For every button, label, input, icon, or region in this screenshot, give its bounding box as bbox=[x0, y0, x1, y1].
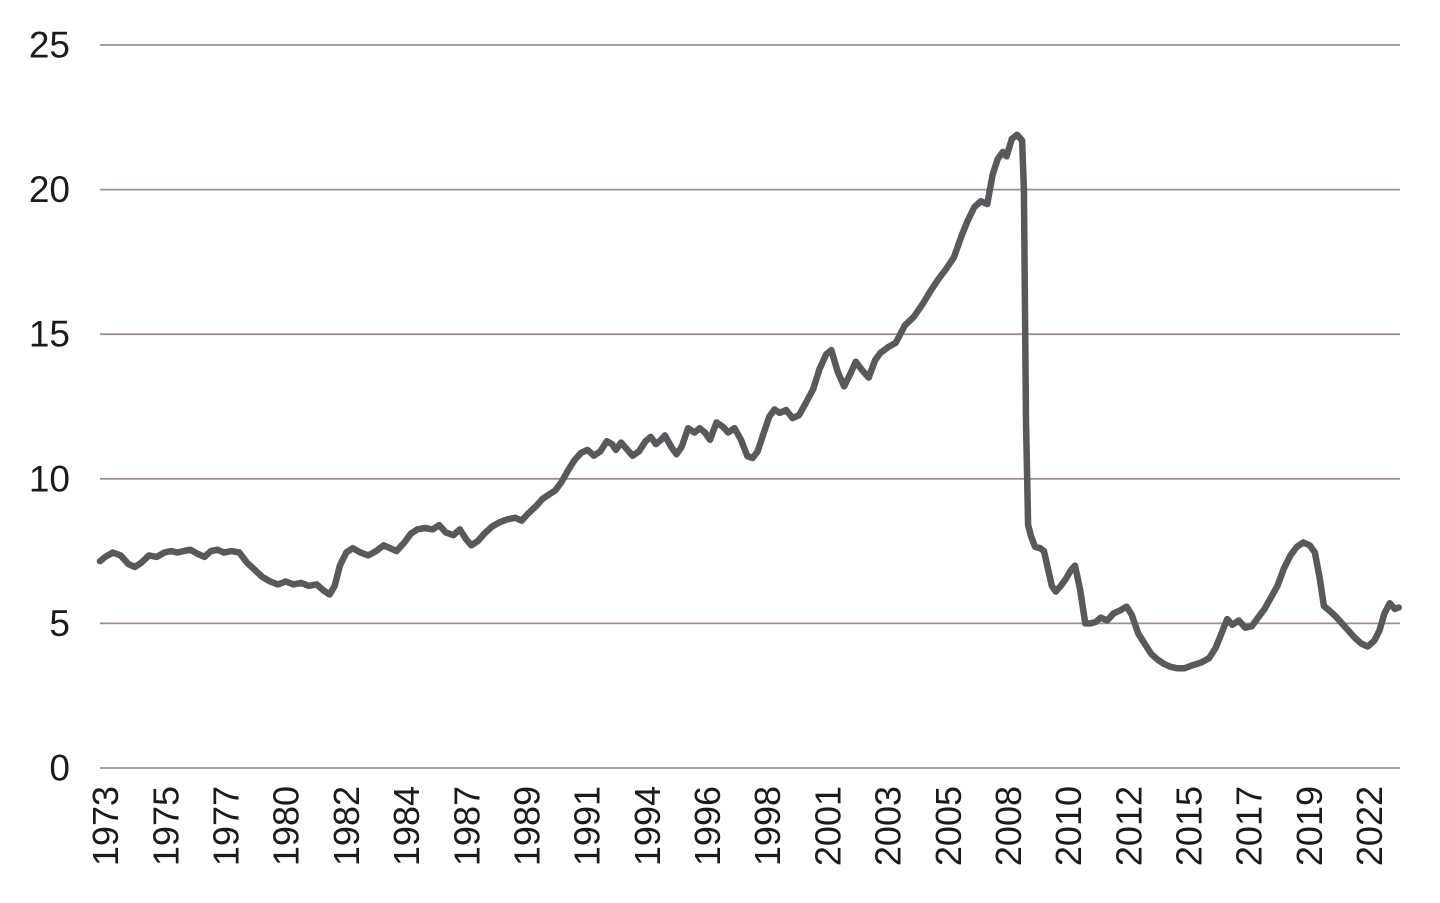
data-series-line bbox=[96, 131, 1402, 672]
y-axis-tick-label: 15 bbox=[29, 314, 70, 355]
x-axis-tick-label: 1989 bbox=[506, 786, 547, 866]
y-axis-tick-label: 25 bbox=[29, 25, 70, 66]
x-axis-tick-label: 1973 bbox=[85, 786, 126, 866]
x-axis-tick-label: 2001 bbox=[807, 786, 848, 866]
x-axis-tick-label: 1994 bbox=[627, 786, 668, 866]
series-group bbox=[96, 131, 1402, 672]
x-axis-tick-label: 2022 bbox=[1349, 786, 1390, 866]
x-axis-tick-label: 1980 bbox=[266, 786, 307, 866]
x-axis-tick-label: 1987 bbox=[446, 786, 487, 866]
y-axis-tick-label: 20 bbox=[29, 169, 70, 210]
x-axis-tick-label: 1998 bbox=[747, 786, 788, 866]
x-axis-tick-label: 2019 bbox=[1289, 786, 1330, 866]
x-axis-tick-label: 2003 bbox=[868, 786, 909, 866]
y-axis-tick-label: 10 bbox=[29, 458, 70, 499]
x-axis-tick-label: 1996 bbox=[687, 786, 728, 866]
x-axis-tick-label: 2005 bbox=[928, 786, 969, 866]
x-axis-tick-label: 1977 bbox=[206, 786, 247, 866]
x-axis-tick-label: 1991 bbox=[567, 786, 608, 866]
x-axis-tick-label: 2017 bbox=[1229, 786, 1270, 866]
x-axis-tick-label: 2010 bbox=[1048, 786, 1089, 866]
x-axis-tick-label: 2008 bbox=[988, 786, 1029, 866]
x-axis-tick-label: 1984 bbox=[386, 786, 427, 866]
x-axis-tick-label: 1982 bbox=[326, 786, 367, 866]
x-axis-tick-label: 2012 bbox=[1108, 786, 1149, 866]
y-axis-tick-labels-group: 0 5 10 15 20 25 bbox=[29, 25, 70, 789]
y-axis-tick-label: 0 bbox=[49, 748, 70, 789]
x-axis-tick-labels-group: 1973 1975 1977 1980 1982 1984 1987 1989 1991 1994… bbox=[85, 786, 1390, 866]
y-axis-tick-label: 5 bbox=[49, 603, 70, 644]
gridlines-group bbox=[100, 44, 1400, 769]
x-axis-tick-label: 1975 bbox=[145, 786, 186, 866]
x-axis-tick-label: 2015 bbox=[1169, 786, 1210, 866]
